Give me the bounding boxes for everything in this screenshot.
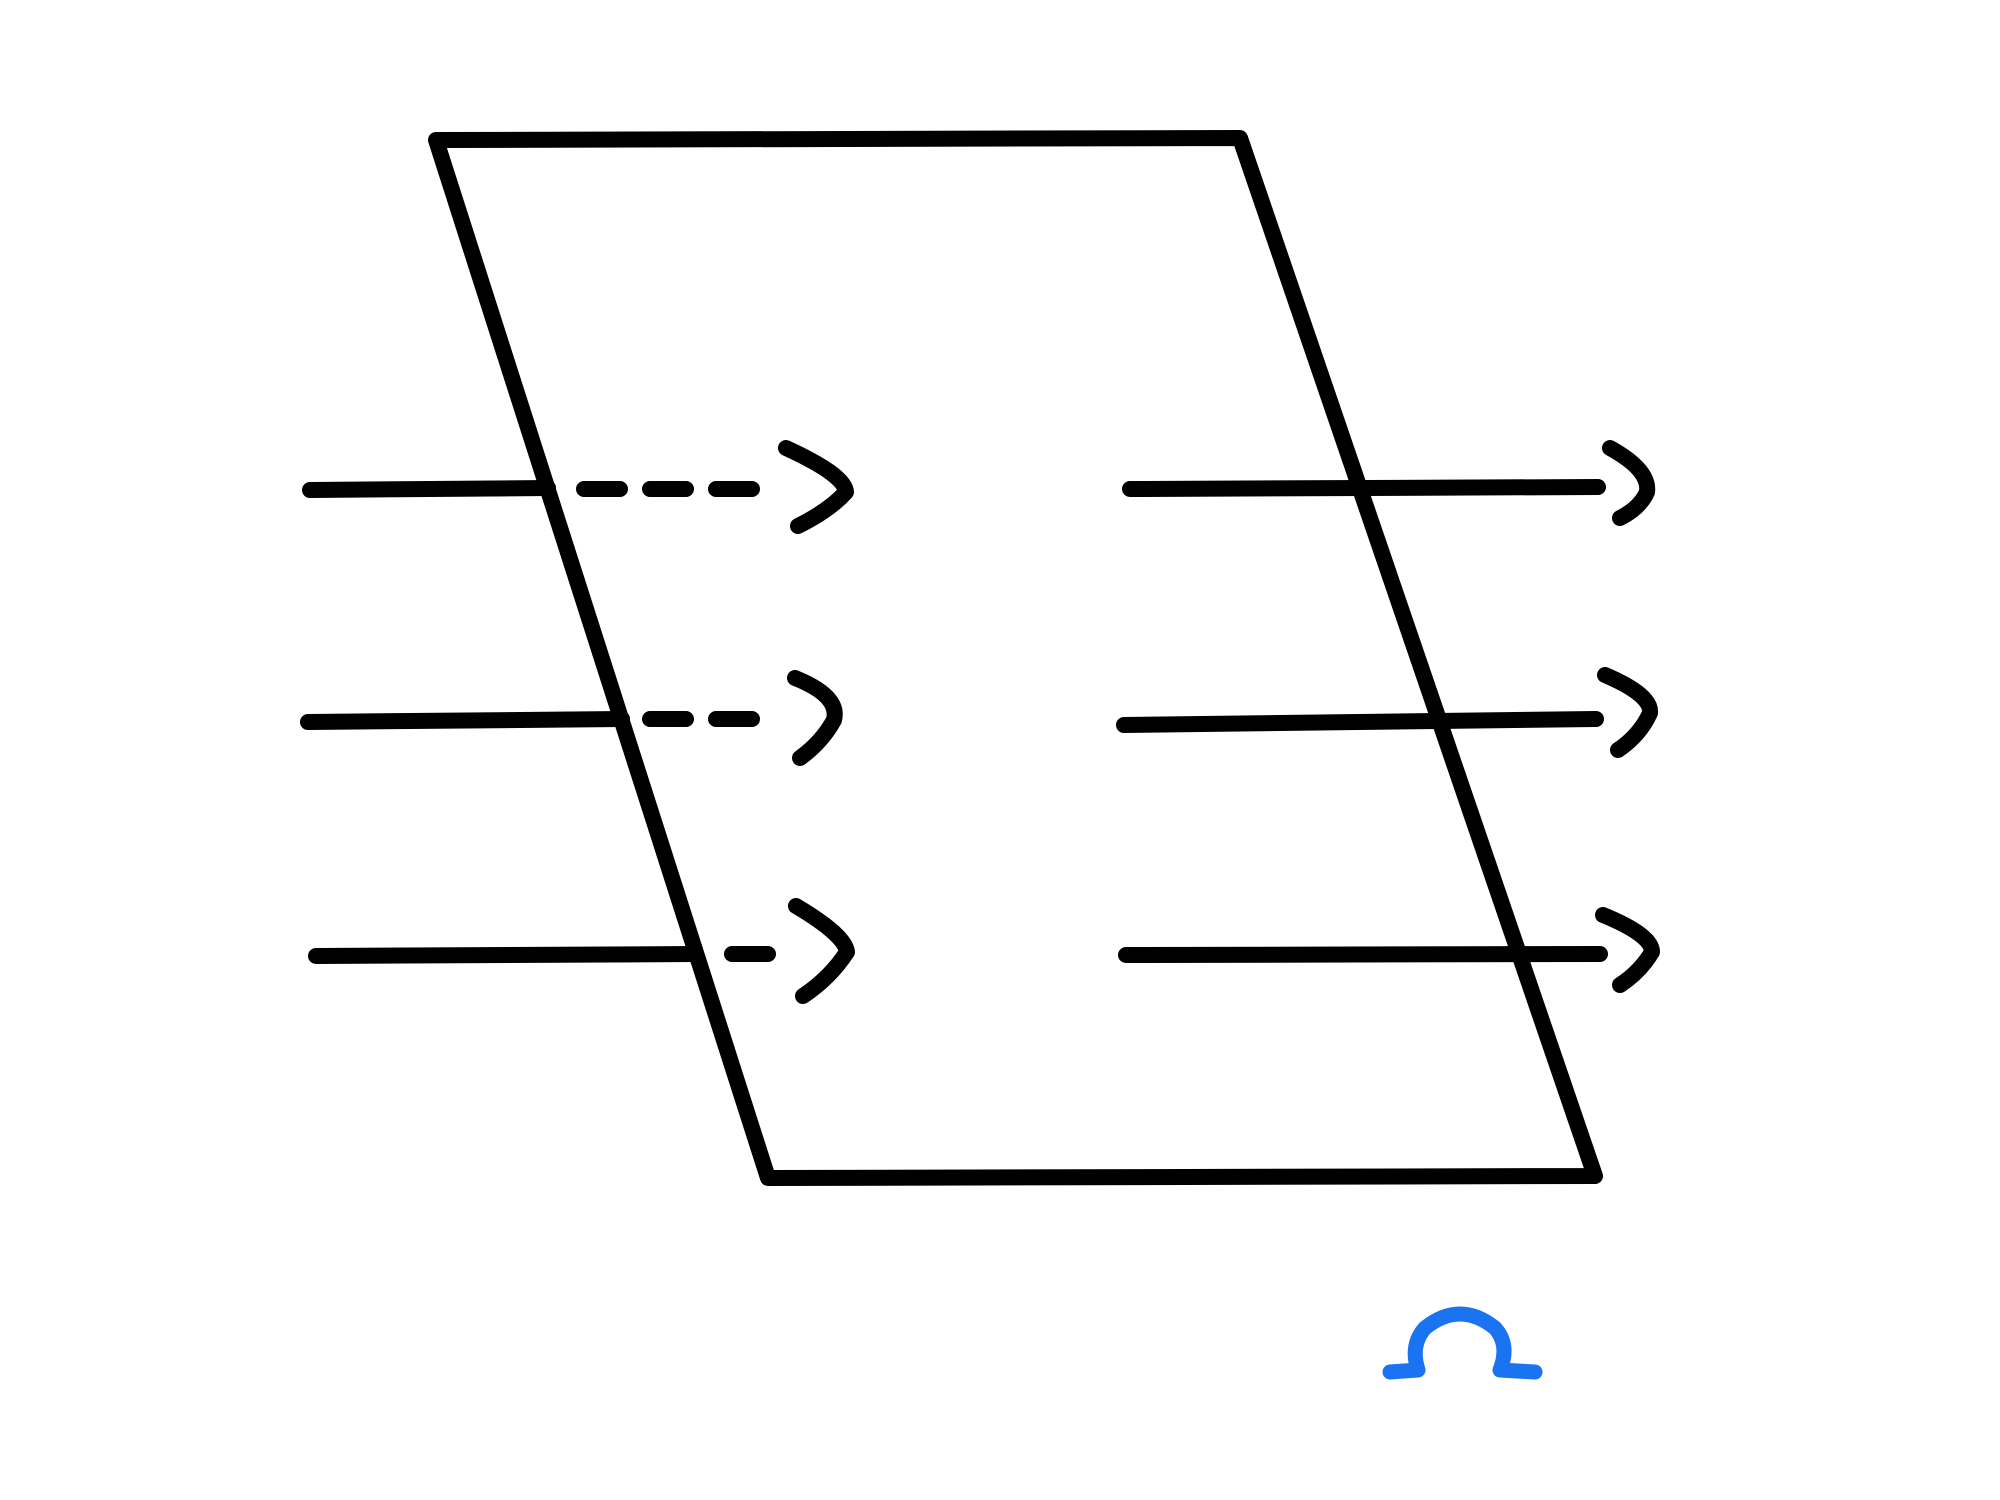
outgoing-arrows (1116, 440, 1660, 993)
outgoing-arrow-top (1122, 440, 1656, 526)
parallelogram-boundary (428, 130, 1603, 1186)
incoming-arrow-middle (300, 670, 843, 766)
omega-logo-icon (1382, 1306, 1543, 1380)
outgoing-arrow-bottom (1118, 907, 1660, 993)
outgoing-arrow-middle (1116, 667, 1658, 758)
incoming-arrow-bottom (308, 898, 855, 1004)
incoming-arrows (300, 440, 855, 1004)
incoming-arrow-top (302, 440, 854, 534)
